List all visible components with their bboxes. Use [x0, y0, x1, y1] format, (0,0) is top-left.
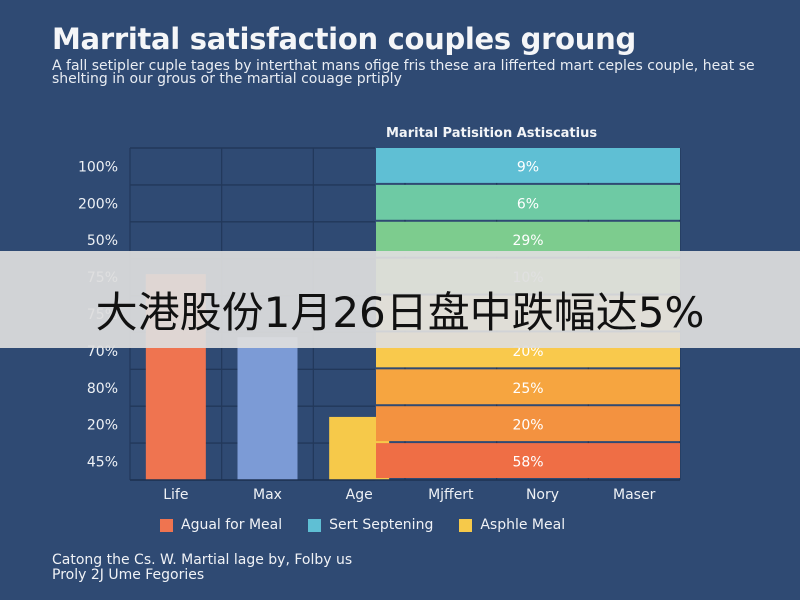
- news-banner: 大港股份1月26日盘中跌幅达5%: [0, 251, 800, 348]
- x-tick-label: Max: [253, 487, 282, 503]
- panel-segment: [376, 369, 680, 405]
- chart-legend: Agual for Meal Sert Septening Asphle Meal: [160, 517, 591, 533]
- legend-swatch: [160, 518, 173, 532]
- bar-max: [237, 337, 298, 480]
- panel-segment-label: 58%: [512, 455, 543, 471]
- panel-segment-label: 29%: [512, 233, 543, 249]
- panel-segment: [376, 443, 680, 478]
- chart-subtitle: A fall setipler cuple tages by interthat…: [52, 58, 755, 87]
- panel-segment-label: 9%: [517, 159, 539, 175]
- x-tick-label: Nory: [526, 487, 559, 503]
- legend-label: Asphle Meal: [480, 517, 566, 533]
- panel-segment-label: 20%: [512, 418, 543, 434]
- panel-segment-label: 25%: [512, 381, 543, 397]
- y-tick-label: 50%: [87, 233, 118, 249]
- legend-item: Agual for Meal: [160, 517, 282, 533]
- panel-segment: [376, 221, 680, 257]
- x-tick-label: Mjffert: [428, 487, 474, 503]
- x-tick-label: Age: [346, 487, 373, 503]
- legend-label: Sert Septening: [329, 517, 434, 533]
- panel-segment: [376, 406, 680, 442]
- y-tick-label: 20%: [87, 418, 118, 434]
- legend-swatch: [308, 518, 322, 532]
- y-tick-label: 200%: [78, 196, 118, 212]
- y-tick-label: 80%: [87, 381, 118, 397]
- panel-segment-label: 6%: [517, 196, 539, 212]
- legend-label: Agual for Meal: [181, 517, 283, 533]
- banner-headline: 大港股份1月26日盘中跌幅达5%: [95, 288, 705, 337]
- x-tick-label: Life: [163, 487, 188, 503]
- legend-item: Sert Septening: [308, 517, 433, 533]
- panel-segment: [376, 184, 680, 220]
- panel-title: Marital Patisition Astiscatius: [386, 126, 598, 141]
- footnote: Catong the Cs. W. Martial lage by, Folby…: [52, 552, 353, 583]
- chart-title: Marrital satisfaction couples groung: [52, 22, 636, 56]
- legend-item: Asphle Meal: [459, 517, 565, 533]
- panel-segment: [376, 148, 680, 183]
- legend-swatch: [459, 518, 473, 532]
- x-tick-label: Maser: [613, 487, 656, 503]
- y-tick-label: 45%: [87, 455, 118, 471]
- y-tick-label: 100%: [78, 159, 118, 175]
